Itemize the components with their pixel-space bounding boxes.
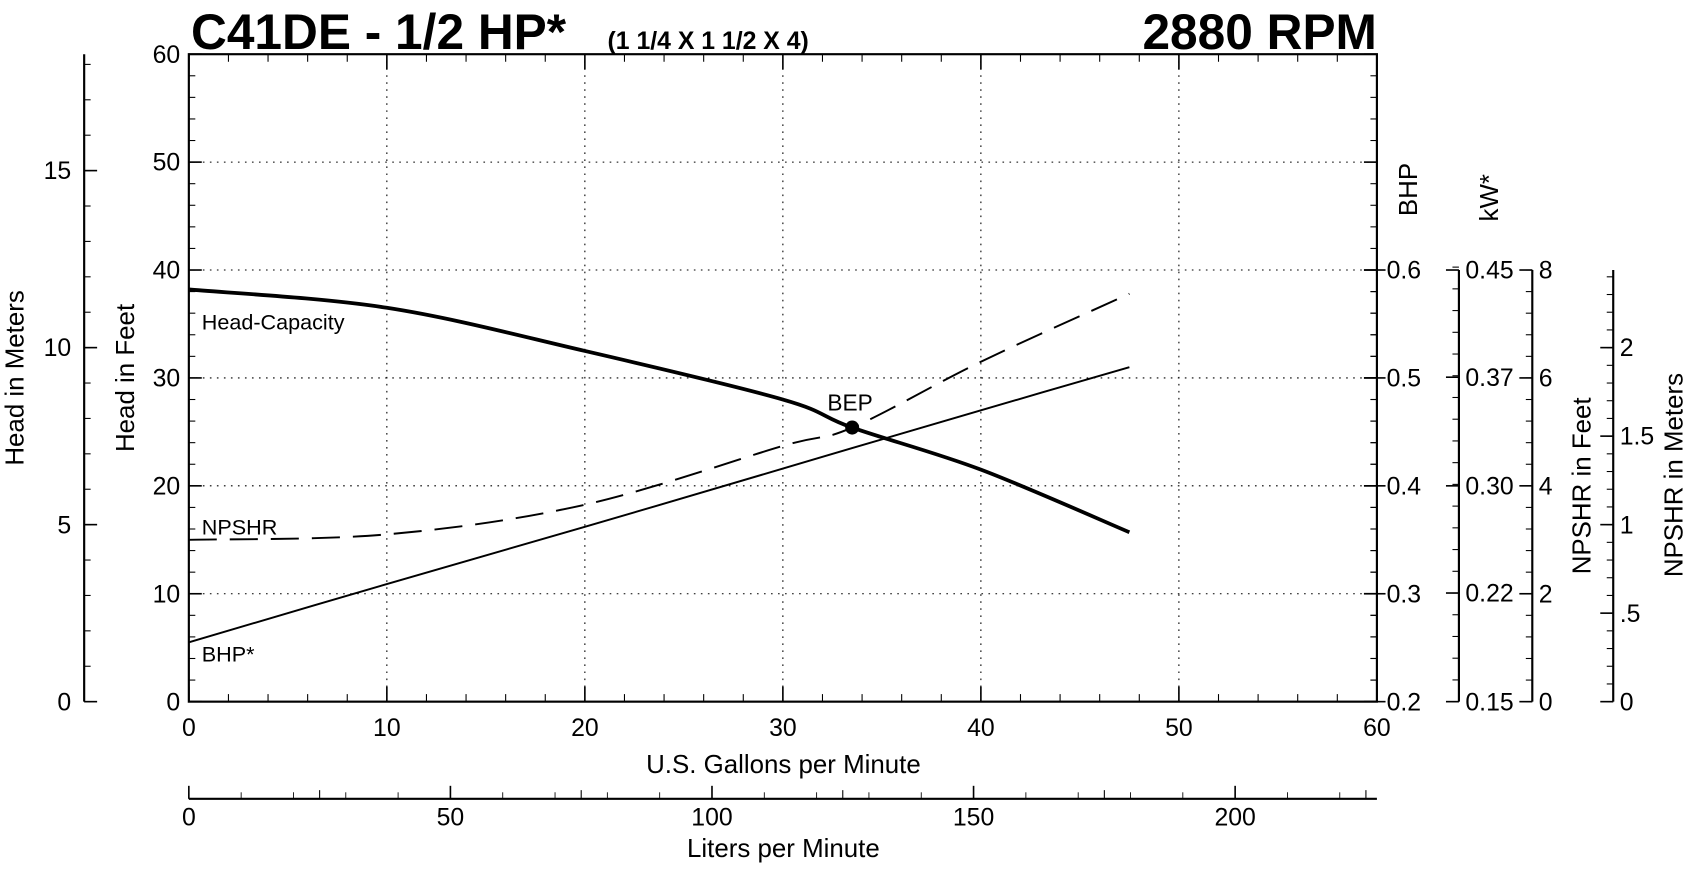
y-tick-label: 10 — [44, 335, 72, 362]
x-tick-label: 50 — [1165, 715, 1193, 742]
series-line — [188, 366, 1130, 644]
y-tick-label: 0.22 — [1465, 581, 1513, 608]
series-line — [188, 292, 1130, 541]
y-tick-label: .5 — [1620, 601, 1641, 628]
y-tick-label: 2 — [1620, 335, 1634, 362]
y-axis-label: BHP — [1395, 163, 1423, 216]
series-label: Head-Capacity — [202, 309, 345, 334]
x2-tick-label: 50 — [437, 805, 465, 832]
bep-point — [845, 420, 860, 435]
x-tick-label: 60 — [1363, 715, 1391, 742]
y-tick-label: 6 — [1539, 366, 1553, 393]
x-axis-label: U.S. Gallons per Minute — [646, 751, 921, 779]
y-tick-label: 0 — [57, 689, 71, 716]
y-tick-label: 1.5 — [1620, 424, 1654, 451]
y-tick-label: 0.30 — [1465, 473, 1513, 500]
y-tick-label: 2 — [1539, 581, 1553, 608]
y-tick-label: 0 — [166, 689, 180, 716]
y-tick-label: 0.37 — [1465, 365, 1513, 392]
y-tick-label: 0.15 — [1465, 689, 1513, 716]
y-tick-label: 0 — [1539, 689, 1553, 716]
series-line — [188, 287, 1131, 534]
x-tick-label: 30 — [769, 715, 797, 742]
y-axis-label: NPSHR in Meters — [1660, 373, 1688, 577]
speed: 2880 RPM — [1142, 4, 1376, 60]
x2-axis-label: Liters per Minute — [687, 835, 880, 863]
x-tick-label: 40 — [967, 715, 995, 742]
x2-tick-label: 100 — [691, 805, 732, 832]
y-tick-label: 20 — [153, 473, 181, 500]
y-tick-label: 0.6 — [1387, 258, 1421, 285]
y-tick-label: 0.3 — [1387, 581, 1421, 608]
y-tick-label: 5 — [57, 512, 71, 539]
x-tick-label: 0 — [182, 715, 196, 742]
y-tick-label: 0.4 — [1387, 473, 1422, 500]
series-label: NPSHR — [202, 514, 278, 539]
y-tick-label: 15 — [44, 158, 72, 185]
y-tick-label: 40 — [153, 258, 181, 285]
y-tick-label: 1 — [1620, 512, 1634, 539]
x2-tick-label: 0 — [182, 805, 196, 832]
x2-tick-label: 150 — [953, 805, 994, 832]
y-axis-label: kW* — [1476, 174, 1504, 221]
chart-subtitle: (1 1/4 X 1 1/2 X 4) — [608, 28, 809, 55]
y-tick-label: 0.5 — [1387, 366, 1421, 393]
x-tick-label: 20 — [571, 715, 599, 742]
y-tick-label: 30 — [153, 366, 181, 393]
y-tick-label: 10 — [153, 581, 181, 608]
y-tick-label: 60 — [153, 42, 181, 69]
bep-label: BEP — [827, 389, 872, 415]
y-tick-label: 8 — [1539, 258, 1553, 285]
y-axis-label: Head in Feet — [112, 304, 140, 452]
chart-title: C41DE - 1/2 HP* — [191, 4, 567, 60]
x-tick-label: 10 — [373, 715, 401, 742]
y-tick-label: 0.45 — [1465, 258, 1513, 285]
y-tick-label: 0.2 — [1387, 689, 1421, 716]
y-tick-label: 50 — [153, 150, 181, 177]
y-axis-label: NPSHR in Feet — [1569, 397, 1597, 574]
x2-tick-label: 200 — [1214, 805, 1255, 832]
y-axis-label: Head in Meters — [2, 290, 30, 465]
y-tick-label: 4 — [1539, 473, 1553, 500]
y-tick-label: 0 — [1620, 689, 1634, 716]
series-label: BHP* — [202, 642, 255, 667]
